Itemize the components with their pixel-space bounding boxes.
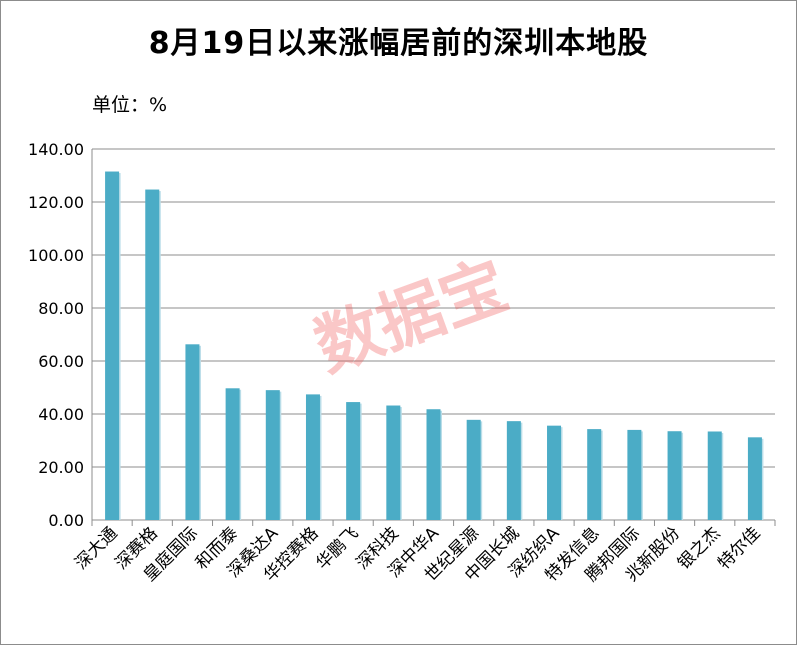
bar <box>105 171 120 520</box>
y-tick-label: 100.00 <box>28 246 84 265</box>
bar <box>386 405 401 520</box>
y-tick-label: 120.00 <box>28 193 84 212</box>
y-tick-label: 20.00 <box>38 458 84 477</box>
x-category-label: 深大通 <box>71 523 121 573</box>
y-tick-label: 140.00 <box>28 140 84 159</box>
x-category-label: 特尔佳 <box>714 523 764 573</box>
bar <box>426 409 441 520</box>
bar <box>185 344 200 520</box>
bar <box>707 431 722 520</box>
y-tick-label: 80.00 <box>38 299 84 318</box>
bar <box>225 388 240 520</box>
bar <box>506 421 521 520</box>
bar <box>667 431 682 520</box>
bar <box>346 402 361 520</box>
y-tick-label: 60.00 <box>38 352 84 371</box>
y-tick-label: 0.00 <box>48 511 84 530</box>
bar <box>265 390 280 520</box>
x-category-label: 华鹏飞 <box>312 523 362 573</box>
bar <box>587 429 602 520</box>
bar <box>747 437 762 520</box>
bar <box>547 425 562 520</box>
bar <box>627 429 642 520</box>
y-tick-label: 40.00 <box>38 405 84 424</box>
x-category-label: 银之杰 <box>674 523 724 573</box>
chart-title: 8月19日以来涨幅居前的深圳本地股 <box>148 26 649 61</box>
bar <box>145 189 160 521</box>
bar <box>466 419 481 520</box>
unit-label: 单位：% <box>92 94 168 116</box>
bar <box>305 394 320 520</box>
